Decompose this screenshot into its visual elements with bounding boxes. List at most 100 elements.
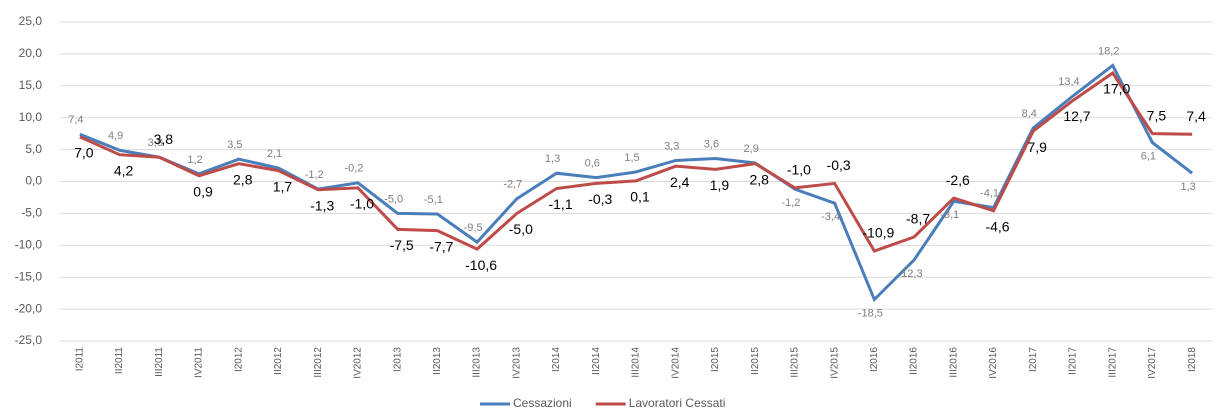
data-label: -7,5 (390, 237, 414, 253)
series-line (79, 70, 1193, 253)
x-tick-label: I2014 (551, 347, 562, 372)
y-tick-label: 25,0 (19, 14, 43, 28)
y-tick-label: -25,0 (15, 333, 43, 347)
data-label: 7,9 (1028, 139, 1048, 155)
data-label: -2,7 (503, 179, 522, 191)
data-label: 1,3 (1180, 181, 1195, 193)
data-label: 0,6 (585, 158, 600, 170)
data-label: -1,2 (781, 197, 800, 209)
data-label: 3,8 (148, 137, 163, 149)
data-label: 1,2 (187, 154, 202, 166)
data-label: 12,7 (1063, 108, 1090, 124)
data-label: 3,8 (154, 131, 174, 147)
x-tick-label: IV2013 (511, 347, 522, 379)
y-tick-label: 10,0 (19, 110, 43, 124)
x-tick-label: III2011 (154, 347, 165, 377)
data-label: -1,1 (548, 196, 572, 212)
data-label: -0,2 (344, 163, 363, 175)
y-tick-label: 5,0 (25, 142, 42, 156)
data-label: 0,9 (193, 183, 213, 199)
x-tick-label: I2011 (75, 347, 86, 372)
data-label: 3,5 (227, 139, 242, 151)
x-tick-label: IV2014 (670, 347, 681, 379)
x-tick-label: II2012 (273, 347, 284, 375)
data-label: 7,4 (1186, 108, 1206, 124)
x-tick-label: IV2012 (353, 347, 364, 379)
data-label: 6,1 (1141, 150, 1156, 162)
data-label: -10,9 (862, 225, 894, 241)
y-tick-label: -5,0 (21, 206, 42, 220)
data-label: -3,4 (821, 211, 840, 223)
legend-label: Cessazioni (513, 396, 572, 410)
x-tick-label: III2015 (790, 347, 801, 378)
x-tick-label: I2012 (233, 347, 244, 372)
y-tick-label: -15,0 (15, 269, 43, 283)
data-label: -10,6 (465, 257, 497, 273)
data-label: 2,8 (749, 171, 769, 187)
data-label: 3,3 (664, 140, 679, 152)
x-tick-label: I2016 (869, 347, 880, 372)
data-label: -1,3 (310, 197, 334, 213)
x-tick-label: I2013 (392, 347, 403, 372)
y-tick-label: 20,0 (19, 46, 43, 60)
data-label: 7,4 (68, 114, 83, 126)
data-label: 0,1 (630, 189, 650, 205)
data-label: 17,0 (1103, 81, 1130, 97)
data-label: -1,2 (305, 169, 324, 181)
data-label: -3,1 (940, 209, 959, 221)
data-label: 1,9 (710, 177, 730, 193)
data-label: -5,0 (509, 221, 533, 237)
x-tick-label: I2018 (1187, 347, 1198, 372)
data-label: -5,0 (384, 193, 403, 205)
data-label: 1,5 (624, 152, 639, 164)
data-label: -5,1 (424, 194, 443, 206)
x-tick-label: IV2017 (1147, 347, 1158, 379)
legend-label: Lavoratori Cessati (629, 396, 726, 410)
x-tick-label: I2015 (710, 347, 721, 372)
x-tick-label: III2017 (1107, 347, 1118, 378)
data-label: 18,2 (1098, 45, 1119, 57)
data-label: 7,5 (1147, 107, 1167, 123)
data-label: 1,3 (545, 153, 560, 165)
x-tick-label: II2015 (750, 347, 761, 375)
x-tick-label: II2014 (591, 347, 602, 375)
data-label: 2,1 (267, 148, 282, 160)
data-label: -0,3 (827, 157, 851, 173)
x-tick-label: III2012 (313, 347, 324, 378)
data-label: 2,9 (744, 143, 759, 155)
y-tick-label: -20,0 (15, 301, 43, 315)
y-tick-label: 0,0 (25, 174, 42, 188)
data-label: 2,8 (233, 171, 253, 187)
data-label: 2,4 (670, 174, 690, 190)
data-label: -7,7 (429, 238, 453, 254)
x-tick-label: III2013 (472, 347, 483, 378)
x-tick-label: II2011 (114, 347, 125, 374)
data-label: 7,0 (74, 145, 94, 161)
data-label: -12,3 (898, 268, 923, 280)
data-label: 8,4 (1022, 108, 1037, 120)
data-label: -0,3 (588, 191, 612, 207)
x-tick-label: IV2011 (194, 347, 205, 378)
data-label: -1,0 (350, 196, 374, 212)
data-label: -9,5 (464, 222, 483, 234)
x-tick-label: III2016 (948, 347, 959, 378)
x-tick-label: II2017 (1068, 347, 1079, 375)
x-tick-label: II2013 (432, 347, 443, 375)
y-tick-label: 15,0 (19, 78, 43, 92)
data-label: 1,7 (273, 178, 293, 194)
data-label: 4,2 (114, 162, 134, 178)
x-tick-label: III2014 (631, 347, 642, 378)
data-label: -4,6 (985, 219, 1009, 235)
data-label: 3,6 (704, 138, 719, 150)
x-tick-label: I2017 (1028, 347, 1039, 372)
x-tick-label: IV2015 (829, 347, 840, 379)
x-tick-label: IV2016 (988, 347, 999, 379)
data-label: -8,7 (906, 211, 930, 227)
data-label: 4,9 (108, 130, 123, 142)
data-label: 13,4 (1058, 76, 1079, 88)
data-label: -2,6 (946, 172, 970, 188)
data-label: -1,0 (787, 162, 811, 178)
y-tick-label: -10,0 (15, 237, 43, 251)
x-tick-label: II2016 (909, 347, 920, 375)
